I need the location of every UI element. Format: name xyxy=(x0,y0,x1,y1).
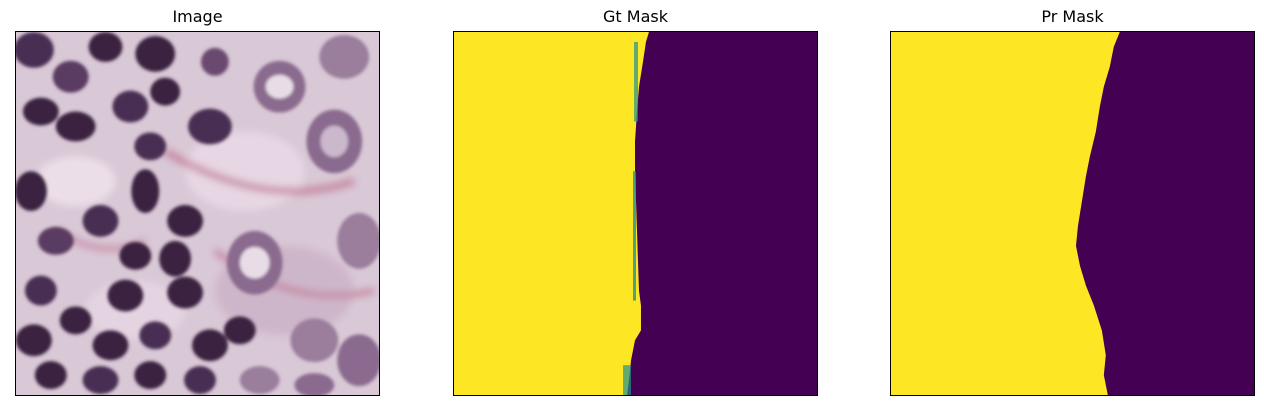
gt-mask-svg xyxy=(454,32,817,395)
panel-title-image: Image xyxy=(172,7,223,26)
gt-mask-image xyxy=(453,31,818,396)
panel-title-gt-mask: Gt Mask xyxy=(603,7,668,26)
pr-mask-svg xyxy=(891,32,1254,395)
pr-mask-image xyxy=(890,31,1255,396)
histology-image-svg xyxy=(16,32,379,395)
panel-title-pr-mask: Pr Mask xyxy=(1041,7,1104,26)
histology-image xyxy=(15,31,380,396)
